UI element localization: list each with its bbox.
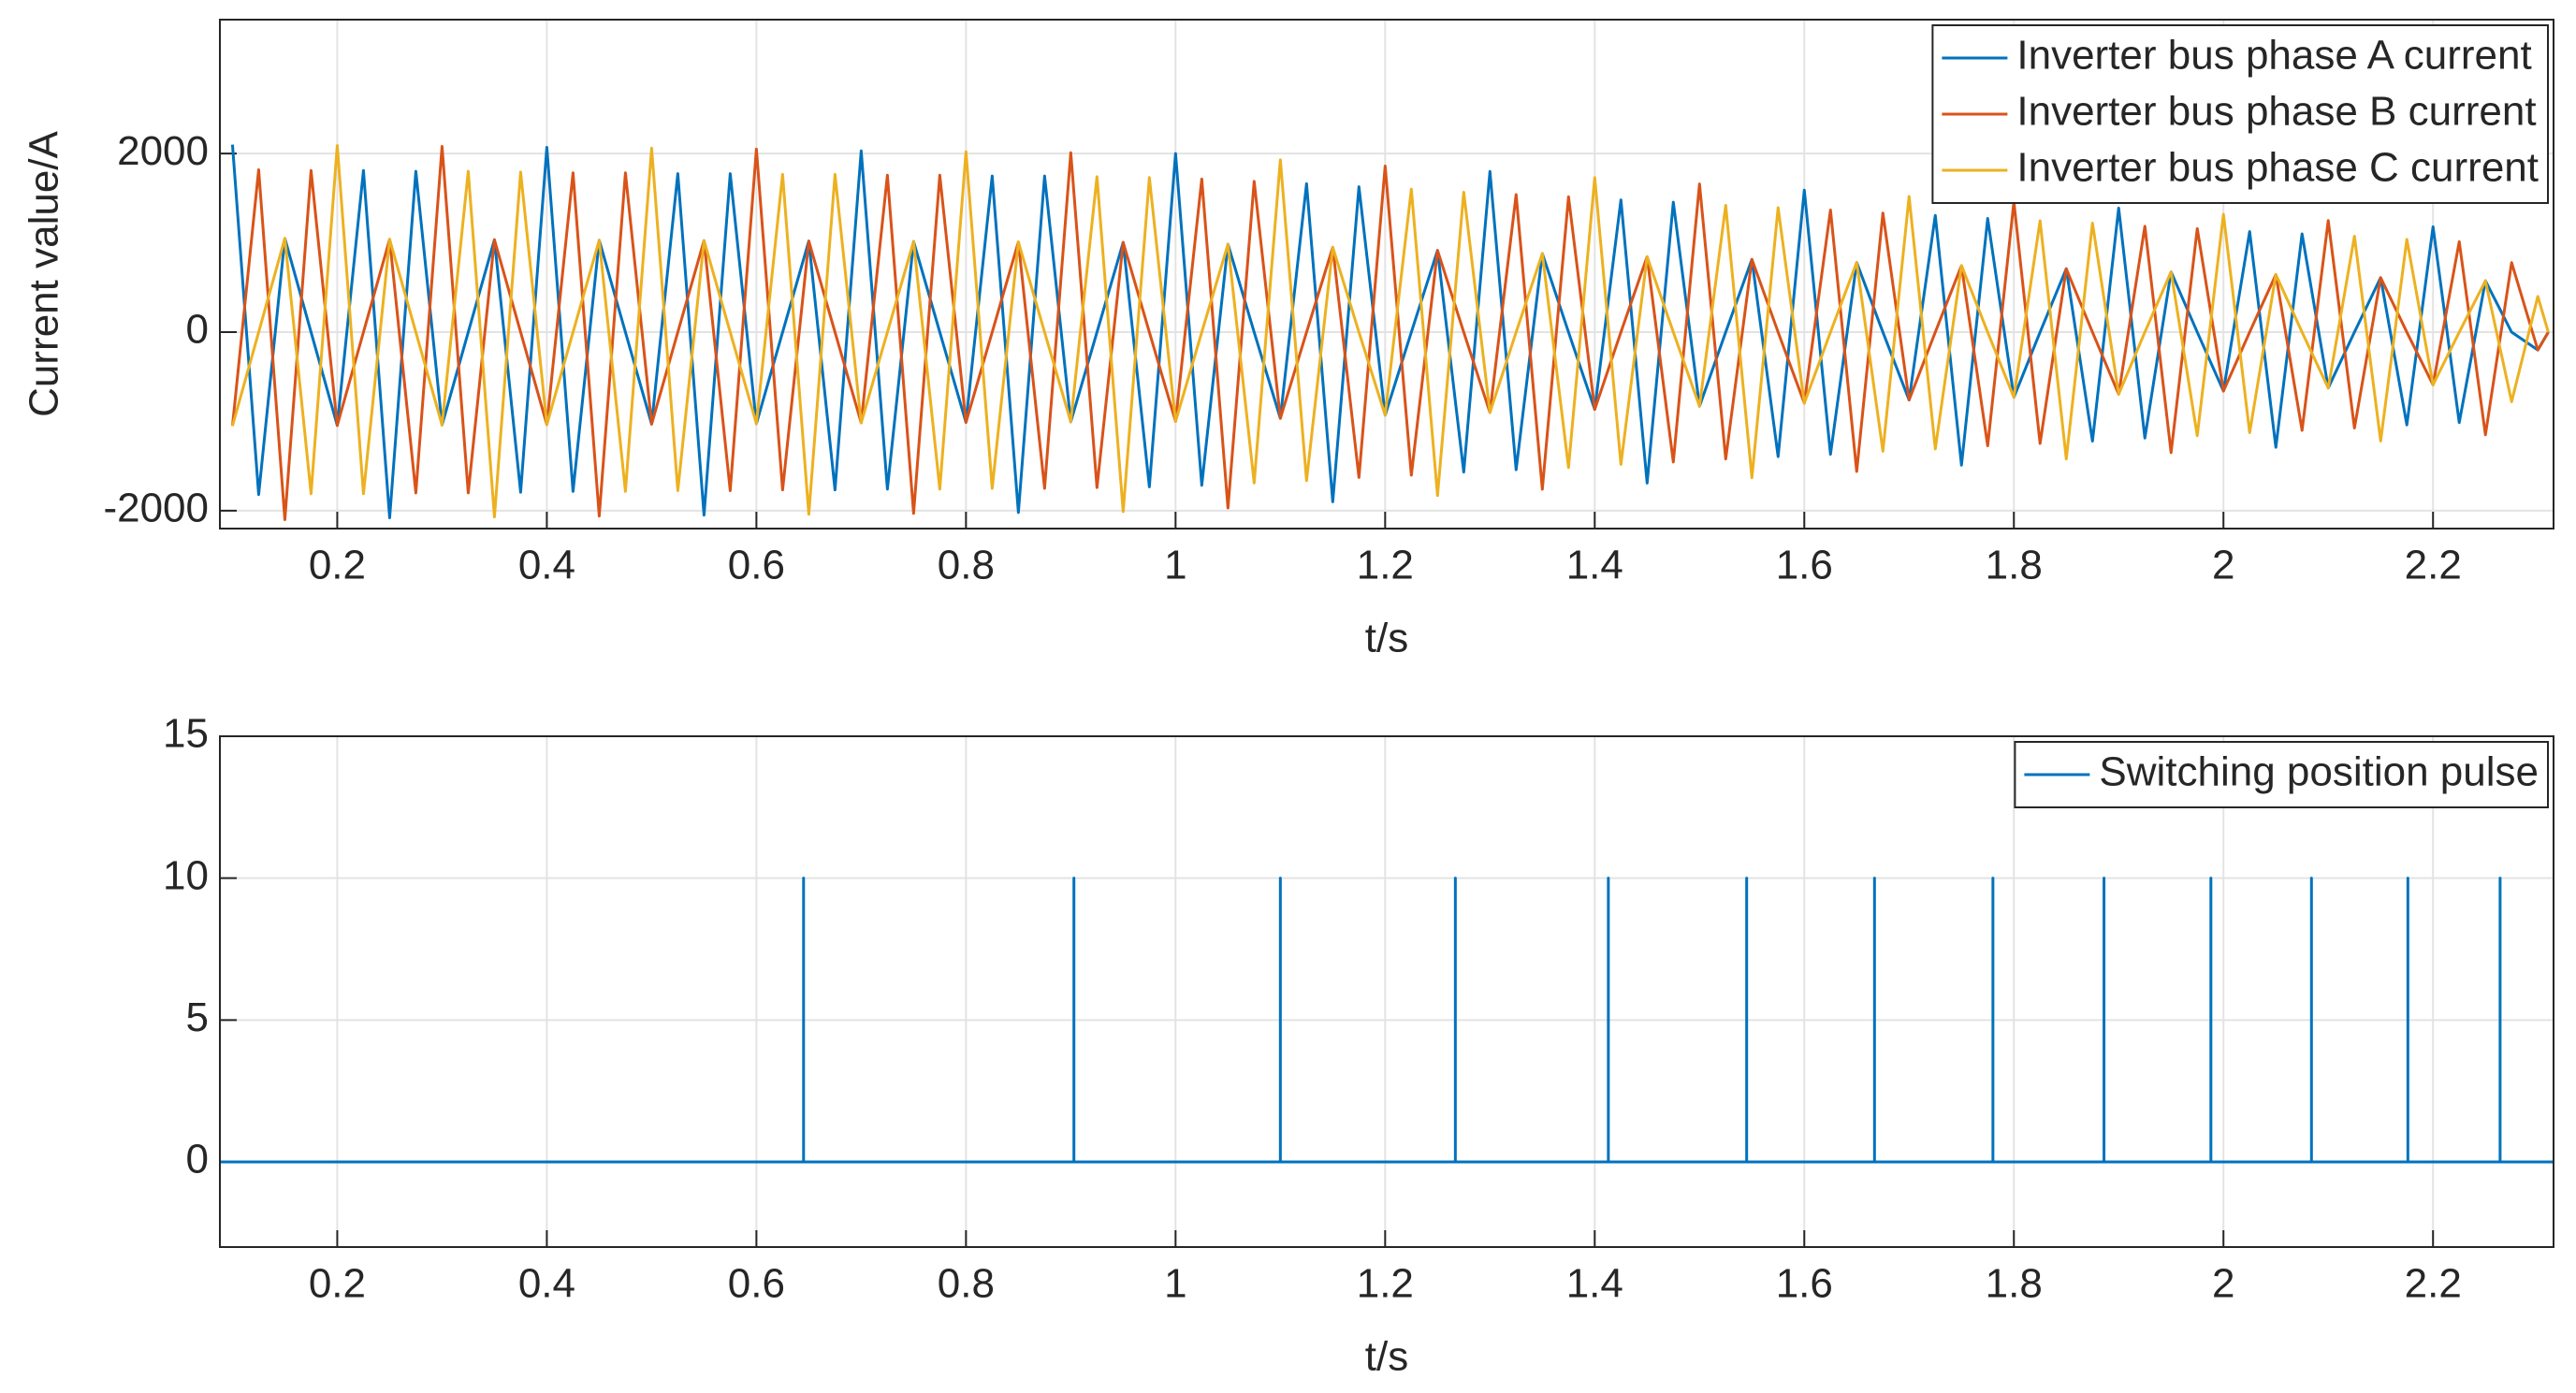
x-tick-label: 1	[1164, 1261, 1186, 1307]
legend: Switching position pulse	[2014, 741, 2549, 808]
x-tick-label: 1	[1164, 543, 1186, 588]
x-tick-label: 0.4	[518, 1261, 575, 1307]
series-line	[230, 144, 2550, 520]
x-tick-label: 2	[2212, 1261, 2234, 1307]
x-tick-label: 0.8	[938, 1261, 995, 1307]
x-tick-label: 1.4	[1566, 1261, 1623, 1307]
y-tick-label: 10	[163, 852, 209, 898]
y-axis-label: Current value/A	[22, 130, 67, 416]
x-tick-label: 1.2	[1357, 543, 1414, 588]
y-tick-label: 0	[186, 1137, 209, 1183]
legend-label: Switching position pulse	[2099, 749, 2539, 795]
y-tick-label: 15	[163, 711, 209, 757]
x-tick-label: 1.4	[1566, 543, 1623, 588]
x-tick-label: 0.8	[938, 543, 995, 588]
y-tick-label: 2000	[117, 128, 209, 174]
series-line	[230, 144, 2550, 519]
axes-frame	[219, 735, 2554, 1248]
x-tick-label: 1.8	[1986, 543, 2043, 588]
x-tick-label: 0.2	[309, 543, 366, 588]
plot-area	[220, 736, 2554, 1247]
x-tick-label: 1.6	[1776, 1261, 1833, 1307]
x-tick-label: 0.6	[728, 1261, 785, 1307]
y-tick-label: -2000	[103, 486, 209, 531]
axes-frame	[219, 19, 2554, 530]
legend: Inverter bus phase A current Inverter bus…	[1931, 24, 2549, 204]
legend-label: Inverter bus phase C current	[2016, 145, 2539, 191]
x-axis-label: t/s	[1365, 1334, 1408, 1380]
x-tick-label: 1.6	[1776, 543, 1833, 588]
y-tick-label: 5	[186, 994, 209, 1040]
series-line	[220, 877, 2554, 1164]
x-tick-label: 2.2	[2405, 1261, 2462, 1307]
series-line	[230, 145, 2550, 521]
x-tick-label: 0.4	[518, 543, 575, 588]
x-tick-label: 1.8	[1986, 1261, 2043, 1307]
x-tick-label: 2.2	[2405, 543, 2462, 588]
x-tick-label: 2	[2212, 543, 2234, 588]
x-tick-label: 1.2	[1357, 1261, 1414, 1307]
y-tick-label: 0	[186, 307, 209, 353]
legend-label: Inverter bus phase A current	[2016, 33, 2531, 79]
legend-label: Inverter bus phase B current	[2016, 89, 2536, 135]
x-axis-label: t/s	[1365, 616, 1408, 661]
x-tick-label: 0.6	[728, 543, 785, 588]
x-tick-label: 0.2	[309, 1261, 366, 1307]
legend-box	[1931, 24, 2549, 204]
legend-box	[2014, 741, 2549, 808]
